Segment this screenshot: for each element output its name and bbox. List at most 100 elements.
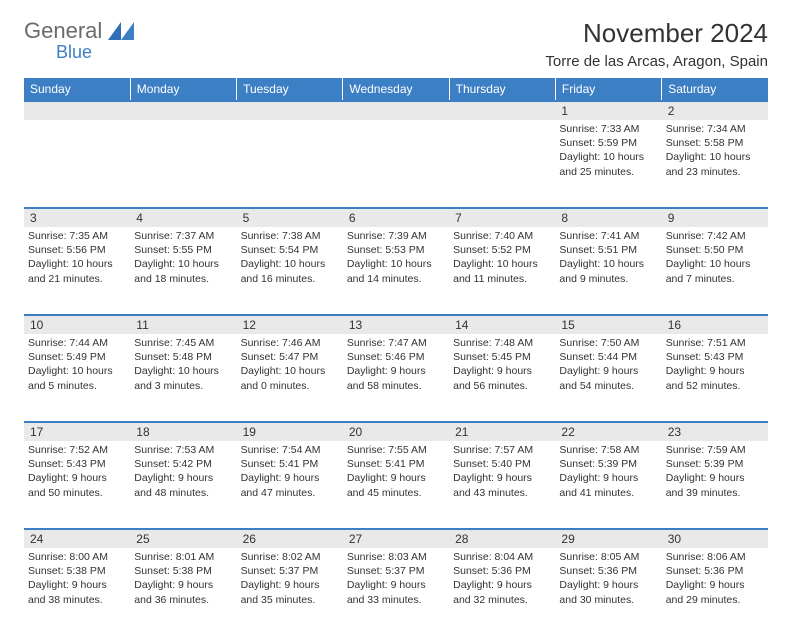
day-cell: Sunrise: 8:06 AMSunset: 5:36 PMDaylight:… <box>662 548 768 636</box>
sunset-text: Sunset: 5:48 PM <box>134 350 232 364</box>
daynum-row: 10111213141516 <box>24 315 768 334</box>
day-number-cell: 10 <box>24 315 130 334</box>
sunset-text: Sunset: 5:39 PM <box>559 457 657 471</box>
sunrise-text: Sunrise: 7:35 AM <box>28 229 126 243</box>
day-number-cell: 11 <box>130 315 236 334</box>
day-number-cell: 24 <box>24 529 130 548</box>
daylight-text: Daylight: 10 hours and 16 minutes. <box>241 257 339 285</box>
sunrise-text: Sunrise: 7:39 AM <box>347 229 445 243</box>
sunset-text: Sunset: 5:58 PM <box>666 136 764 150</box>
day-number: 8 <box>561 211 568 225</box>
week-row: Sunrise: 8:00 AMSunset: 5:38 PMDaylight:… <box>24 548 768 636</box>
day-number-cell: 5 <box>237 208 343 227</box>
day-cell: Sunrise: 7:59 AMSunset: 5:39 PMDaylight:… <box>662 441 768 529</box>
day-number: 18 <box>136 425 149 439</box>
day-number-cell: 17 <box>24 422 130 441</box>
sunrise-text: Sunrise: 7:52 AM <box>28 443 126 457</box>
sunrise-text: Sunrise: 7:42 AM <box>666 229 764 243</box>
day-cell: Sunrise: 7:58 AMSunset: 5:39 PMDaylight:… <box>555 441 661 529</box>
day-number-cell: 8 <box>555 208 661 227</box>
day-number: 23 <box>668 425 681 439</box>
sunset-text: Sunset: 5:49 PM <box>28 350 126 364</box>
day-cell: Sunrise: 7:33 AMSunset: 5:59 PMDaylight:… <box>555 120 661 208</box>
week-row: Sunrise: 7:52 AMSunset: 5:43 PMDaylight:… <box>24 441 768 529</box>
sunrise-text: Sunrise: 7:59 AM <box>666 443 764 457</box>
day-number: 21 <box>455 425 468 439</box>
daylight-text: Daylight: 10 hours and 14 minutes. <box>347 257 445 285</box>
day-cell <box>24 120 130 208</box>
day-number: 27 <box>349 532 362 546</box>
daylight-text: Daylight: 10 hours and 21 minutes. <box>28 257 126 285</box>
day-number-cell: 4 <box>130 208 236 227</box>
sunrise-text: Sunrise: 7:54 AM <box>241 443 339 457</box>
day-number: 9 <box>668 211 675 225</box>
sunset-text: Sunset: 5:44 PM <box>559 350 657 364</box>
day-number-cell: 21 <box>449 422 555 441</box>
page-subtitle: Torre de las Arcas, Aragon, Spain <box>545 53 768 70</box>
sunset-text: Sunset: 5:36 PM <box>666 564 764 578</box>
day-cell: Sunrise: 7:54 AMSunset: 5:41 PMDaylight:… <box>237 441 343 529</box>
sunset-text: Sunset: 5:46 PM <box>347 350 445 364</box>
week-row: Sunrise: 7:33 AMSunset: 5:59 PMDaylight:… <box>24 120 768 208</box>
day-number-cell: 1 <box>555 101 661 120</box>
day-cell: Sunrise: 7:42 AMSunset: 5:50 PMDaylight:… <box>662 227 768 315</box>
daylight-text: Daylight: 10 hours and 11 minutes. <box>453 257 551 285</box>
day-number-cell: 25 <box>130 529 236 548</box>
day-cell: Sunrise: 7:34 AMSunset: 5:58 PMDaylight:… <box>662 120 768 208</box>
day-cell: Sunrise: 8:02 AMSunset: 5:37 PMDaylight:… <box>237 548 343 636</box>
day-cell: Sunrise: 7:38 AMSunset: 5:54 PMDaylight:… <box>237 227 343 315</box>
day-number-cell: 18 <box>130 422 236 441</box>
sunrise-text: Sunrise: 7:38 AM <box>241 229 339 243</box>
sunrise-text: Sunrise: 8:06 AM <box>666 550 764 564</box>
sunset-text: Sunset: 5:50 PM <box>666 243 764 257</box>
day-cell: Sunrise: 7:50 AMSunset: 5:44 PMDaylight:… <box>555 334 661 422</box>
sunset-text: Sunset: 5:36 PM <box>453 564 551 578</box>
day-number-cell: 26 <box>237 529 343 548</box>
sunrise-text: Sunrise: 7:44 AM <box>28 336 126 350</box>
daylight-text: Daylight: 9 hours and 30 minutes. <box>559 578 657 606</box>
brand-general: General <box>24 18 102 44</box>
daylight-text: Daylight: 9 hours and 38 minutes. <box>28 578 126 606</box>
day-cell: Sunrise: 8:05 AMSunset: 5:36 PMDaylight:… <box>555 548 661 636</box>
sunset-text: Sunset: 5:51 PM <box>559 243 657 257</box>
sunrise-text: Sunrise: 7:53 AM <box>134 443 232 457</box>
day-cell: Sunrise: 7:44 AMSunset: 5:49 PMDaylight:… <box>24 334 130 422</box>
daynum-row: 3456789 <box>24 208 768 227</box>
day-cell: Sunrise: 7:46 AMSunset: 5:47 PMDaylight:… <box>237 334 343 422</box>
page-title: November 2024 <box>545 18 768 49</box>
day-number-cell: 2 <box>662 101 768 120</box>
day-number: 26 <box>243 532 256 546</box>
header: General Blue November 2024 Torre de las … <box>24 18 768 70</box>
day-cell: Sunrise: 7:52 AMSunset: 5:43 PMDaylight:… <box>24 441 130 529</box>
sunrise-text: Sunrise: 7:40 AM <box>453 229 551 243</box>
sunset-text: Sunset: 5:52 PM <box>453 243 551 257</box>
sunrise-text: Sunrise: 7:57 AM <box>453 443 551 457</box>
day-cell <box>130 120 236 208</box>
day-number: 12 <box>243 318 256 332</box>
daylight-text: Daylight: 9 hours and 56 minutes. <box>453 364 551 392</box>
sunrise-text: Sunrise: 7:47 AM <box>347 336 445 350</box>
day-number-cell: 15 <box>555 315 661 334</box>
day-number: 28 <box>455 532 468 546</box>
day-number: 20 <box>349 425 362 439</box>
day-number: 3 <box>30 211 37 225</box>
weekday-header: Tuesday <box>237 78 343 101</box>
sunrise-text: Sunrise: 8:03 AM <box>347 550 445 564</box>
brand-logo: General Blue <box>24 18 134 44</box>
daylight-text: Daylight: 9 hours and 58 minutes. <box>347 364 445 392</box>
day-number-cell: 6 <box>343 208 449 227</box>
title-block: November 2024 Torre de las Arcas, Aragon… <box>545 18 768 70</box>
day-number-cell: 13 <box>343 315 449 334</box>
daylight-text: Daylight: 10 hours and 5 minutes. <box>28 364 126 392</box>
day-number: 2 <box>668 104 675 118</box>
daylight-text: Daylight: 9 hours and 45 minutes. <box>347 471 445 499</box>
day-number-cell <box>24 101 130 120</box>
sunset-text: Sunset: 5:56 PM <box>28 243 126 257</box>
day-cell: Sunrise: 8:03 AMSunset: 5:37 PMDaylight:… <box>343 548 449 636</box>
sunrise-text: Sunrise: 8:01 AM <box>134 550 232 564</box>
sunrise-text: Sunrise: 7:45 AM <box>134 336 232 350</box>
daylight-text: Daylight: 10 hours and 7 minutes. <box>666 257 764 285</box>
day-cell <box>343 120 449 208</box>
weekday-header-row: Sunday Monday Tuesday Wednesday Thursday… <box>24 78 768 101</box>
daylight-text: Daylight: 9 hours and 48 minutes. <box>134 471 232 499</box>
